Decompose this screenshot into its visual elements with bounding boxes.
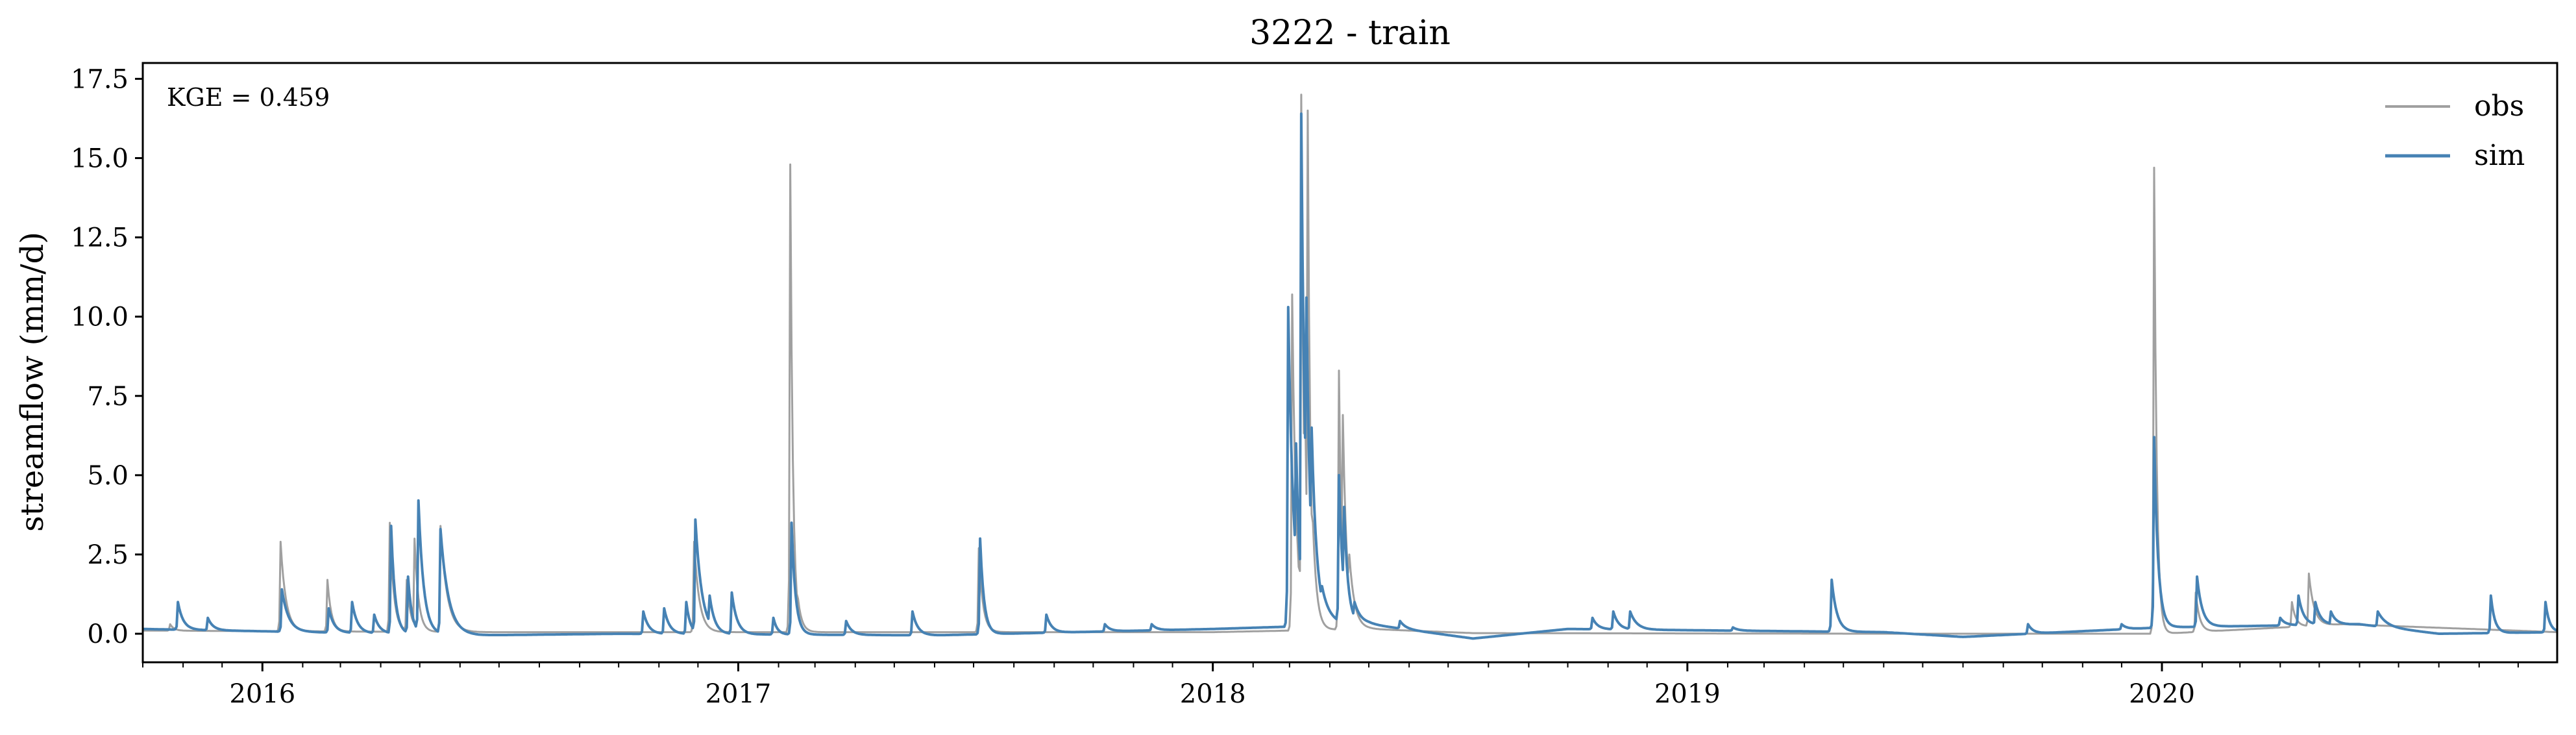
- chart-title: 3222 - train: [1249, 14, 1451, 53]
- y-tick-label: 12.5: [71, 223, 129, 253]
- series-line-sim: [142, 112, 2558, 640]
- legend: obs sim: [2385, 90, 2525, 172]
- y-tick-label: 17.5: [71, 64, 129, 94]
- y-axis-label: streamflow (mm/d): [14, 232, 51, 532]
- legend-obs-label: obs: [2474, 90, 2524, 123]
- x-tick-label: 2016: [229, 679, 295, 709]
- y-tick-label: 7.5: [87, 382, 129, 412]
- kge-annotation: KGE = 0.459: [167, 83, 330, 112]
- x-tick-label: 2019: [1654, 679, 1721, 709]
- x-tick-label: 2018: [1180, 679, 1246, 709]
- legend-sim-label: sim: [2474, 139, 2525, 172]
- plot-frame: [141, 62, 2558, 664]
- plot-area: [142, 93, 2558, 640]
- series-line-obs: [143, 93, 2558, 635]
- y-tick-label: 5.0: [87, 461, 129, 491]
- y-tick-label: 15.0: [71, 144, 129, 174]
- x-tick-label: 2020: [2129, 679, 2195, 709]
- x-tick-label: 2017: [705, 679, 772, 709]
- axes: 0.0 2.5 5.0 7.5 10.0 12.5 15.0 17.5 2016 2017 2018…: [71, 64, 2519, 709]
- y-tick-label: 2.5: [87, 540, 129, 570]
- y-tick-label: 10.0: [71, 303, 129, 332]
- y-tick-label: 0.0: [87, 619, 129, 649]
